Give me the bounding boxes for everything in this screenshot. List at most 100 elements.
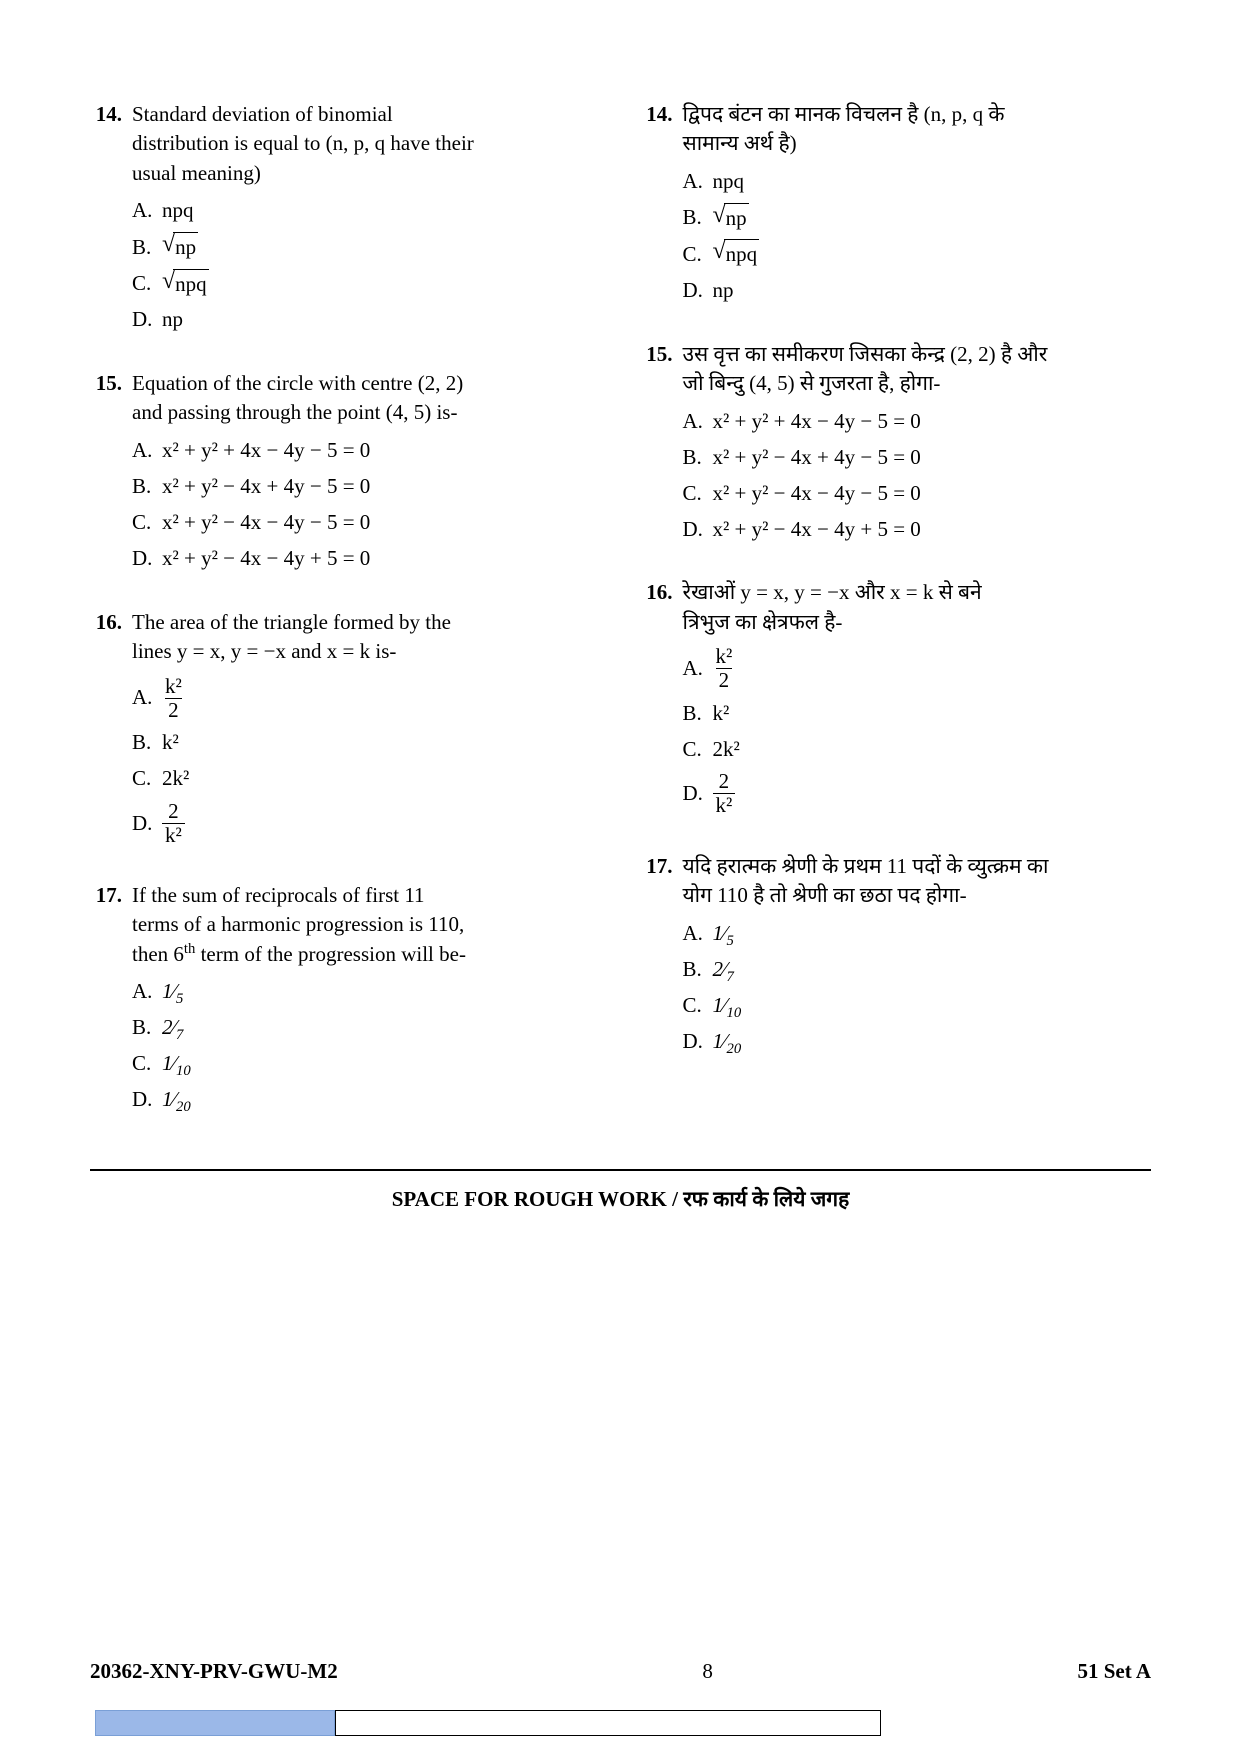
option-value: 1⁄20 <box>162 1085 191 1114</box>
option-d: D.1⁄20 <box>132 1085 601 1115</box>
question-15-hi: 15. उस वृत्त का समीकरण जिसका केन्द्र (2,… <box>641 340 1152 551</box>
frac-den: 2 <box>165 698 182 722</box>
question-body: यदि हरात्मक श्रेणी के प्रथम 11 पदों के व… <box>683 852 1152 1063</box>
option-d: D.x² + y² − 4x − 4y + 5 = 0 <box>683 514 1152 544</box>
option-label: B. <box>683 203 713 232</box>
bottom-bar <box>95 1710 881 1736</box>
frac-n: 1 <box>713 921 724 945</box>
page-footer: 20362-XNY-PRV-GWU-M2 8 51 Set A <box>90 1659 1151 1684</box>
question-16-en: 16. The area of the triangle formed by t… <box>90 608 601 853</box>
option-label: C. <box>132 764 162 793</box>
option-c: C.1⁄10 <box>683 990 1152 1020</box>
option-value: 1⁄5 <box>713 919 734 948</box>
option-value: x² + y² + 4x − 4y − 5 = 0 <box>162 436 370 465</box>
option-label: D. <box>683 779 713 808</box>
horizontal-rule <box>90 1169 1151 1171</box>
text-line: उस वृत्त का समीकरण जिसका केन्द्र (2, 2) … <box>683 342 1048 366</box>
option-value: 2k² <box>713 770 736 817</box>
question-number: 16. <box>90 608 132 853</box>
option-d: D.np <box>683 276 1152 306</box>
text-line: Standard deviation of binomial <box>132 102 393 126</box>
option-value: √npq <box>162 269 209 299</box>
option-label: D. <box>132 1085 162 1114</box>
question-number: 15. <box>90 369 132 580</box>
option-label: C. <box>132 1049 162 1078</box>
question-body: द्विपद बंटन का मानक विचलन है (n, p, q के… <box>683 100 1152 312</box>
frac-n: 1 <box>713 1029 724 1053</box>
option-label: A. <box>132 196 162 225</box>
option-b: B.2⁄7 <box>132 1013 601 1043</box>
sqrt-expr: √np <box>713 203 749 233</box>
option-b: B. √np <box>683 203 1152 233</box>
option-value: 1⁄10 <box>713 991 742 1020</box>
sqrt-expr: √np <box>162 232 198 262</box>
frac-num: 2 <box>165 800 182 823</box>
option-d: D.x² + y² − 4x − 4y + 5 = 0 <box>132 544 601 574</box>
option-label: B. <box>132 1013 162 1042</box>
option-label: A. <box>132 436 162 465</box>
option-label: A. <box>132 683 162 712</box>
option-value: npq <box>162 196 194 225</box>
option-c: C.1⁄10 <box>132 1049 601 1079</box>
option-value: x² + y² − 4x − 4y + 5 = 0 <box>162 544 370 573</box>
option-label: D. <box>683 1027 713 1056</box>
option-d: D. 2k² <box>683 770 1152 817</box>
question-17-hi: 17. यदि हरात्मक श्रेणी के प्रथम 11 पदों … <box>641 852 1152 1063</box>
options-list: A.1⁄5 B.2⁄7 C.1⁄10 D.1⁄20 <box>683 918 1152 1056</box>
options-list: A.x² + y² + 4x − 4y − 5 = 0 B.x² + y² − … <box>683 406 1152 544</box>
option-value: x² + y² − 4x − 4y + 5 = 0 <box>713 515 921 544</box>
text-line: usual meaning) <box>132 161 261 185</box>
sqrt-expr: √npq <box>713 239 760 269</box>
option-value: √np <box>162 232 198 262</box>
option-value: √np <box>713 203 749 233</box>
option-value: 2k² <box>713 735 740 764</box>
option-label: B. <box>683 955 713 984</box>
option-b: B.x² + y² − 4x + 4y − 5 = 0 <box>683 442 1152 472</box>
option-a: A. k²2 <box>683 645 1152 692</box>
question-text: उस वृत्त का समीकरण जिसका केन्द्र (2, 2) … <box>683 340 1152 399</box>
option-c: C. √npq <box>683 239 1152 269</box>
frac-den: k² <box>162 823 185 847</box>
option-a: A. k²2 <box>132 675 601 722</box>
option-c: C.2k² <box>683 734 1152 764</box>
options-list: A. k²2 B.k² C.2k² D. 2k² <box>683 645 1152 817</box>
text-line: त्रिभुज का क्षेत्रफल है- <box>683 610 843 634</box>
options-list: A. npq B. √np C. √npq <box>132 196 601 335</box>
frac-d: 7 <box>176 1028 183 1044</box>
text-line: terms of a harmonic progression is 110, <box>132 912 464 936</box>
option-label: A. <box>683 919 713 948</box>
question-15-en: 15. Equation of the circle with centre (… <box>90 369 601 580</box>
question-body: उस वृत्त का समीकरण जिसका केन्द्र (2, 2) … <box>683 340 1152 551</box>
fraction: k²2 <box>162 675 185 722</box>
footer-set: 51 Set A <box>1077 1659 1151 1684</box>
option-value: 2k² <box>162 764 189 793</box>
option-value: x² + y² + 4x − 4y − 5 = 0 <box>713 407 921 436</box>
text-line: योग 110 है तो श्रेणी का छठा पद होगा- <box>683 883 967 907</box>
option-label: C. <box>683 735 713 764</box>
options-list: A.1⁄5 B.2⁄7 C.1⁄10 D.1⁄20 <box>132 977 601 1115</box>
option-label: D. <box>683 276 713 305</box>
option-c: C.x² + y² − 4x − 4y − 5 = 0 <box>132 508 601 538</box>
frac-d: 10 <box>727 1005 742 1021</box>
frac-d: 5 <box>176 992 183 1008</box>
option-label: A. <box>132 977 162 1006</box>
frac-den: k² <box>713 793 736 817</box>
question-text: रेखाओं y = x, y = −x और x = k से बने त्र… <box>683 578 1152 637</box>
option-value: 2k² <box>162 800 185 847</box>
option-value: npq <box>713 167 745 196</box>
option-d: D. 2k² <box>132 800 601 847</box>
footer-page-number: 8 <box>702 1659 713 1684</box>
question-columns: 14. Standard deviation of binomial distr… <box>90 100 1151 1149</box>
option-label: D. <box>132 305 162 334</box>
question-16-hi: 16. रेखाओं y = x, y = −x और x = k से बने… <box>641 578 1152 823</box>
options-list: A.x² + y² + 4x − 4y − 5 = 0 B.x² + y² − … <box>132 436 601 574</box>
option-value: 2⁄7 <box>162 1013 183 1042</box>
option-b: B.k² <box>683 698 1152 728</box>
right-column: 14. द्विपद बंटन का मानक विचलन है (n, p, … <box>641 100 1152 1149</box>
option-value: x² + y² − 4x + 4y − 5 = 0 <box>713 443 921 472</box>
option-b: B.k² <box>132 728 601 758</box>
text-line: distribution is equal to (n, p, q have t… <box>132 131 474 155</box>
option-a: A.1⁄5 <box>683 918 1152 948</box>
question-number: 14. <box>90 100 132 341</box>
text-part: then 6 <box>132 942 184 966</box>
